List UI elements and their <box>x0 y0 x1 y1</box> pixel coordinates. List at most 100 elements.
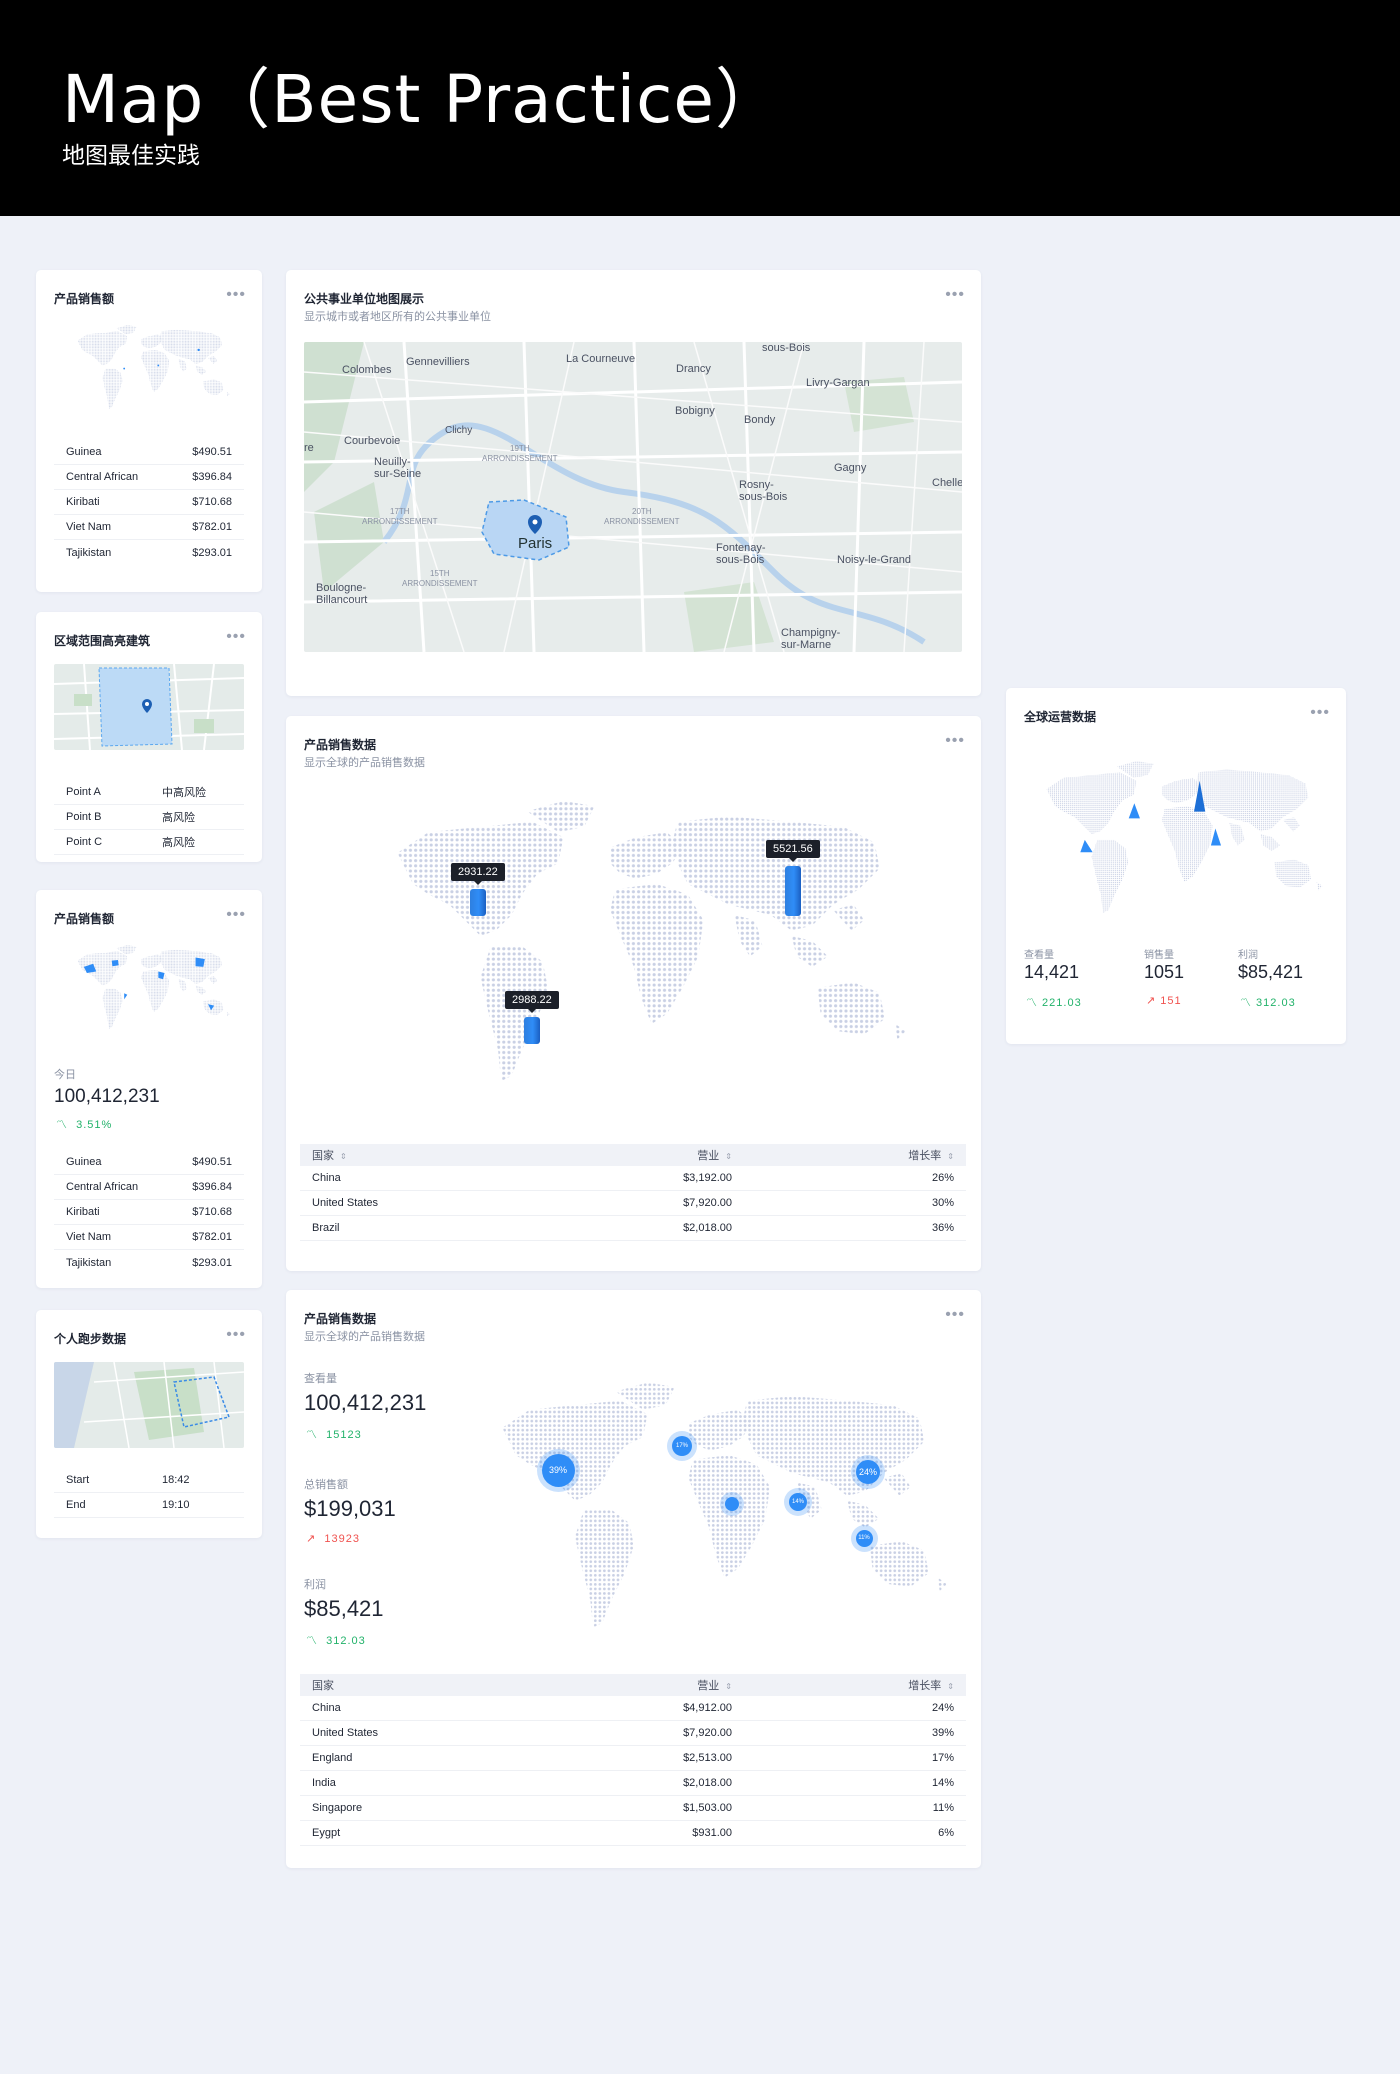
sort-icon[interactable]: ⇕ <box>340 1152 347 1161</box>
card-title: 产品销售数据 <box>304 1312 377 1326</box>
card-title: 产品销售数据 <box>304 738 377 752</box>
value-cell: $710.68 <box>192 1206 232 1218</box>
more-icon[interactable]: ••• <box>226 628 246 645</box>
value-bar[interactable] <box>470 889 486 916</box>
stat-label: 查看量 <box>1024 950 1054 961</box>
trend-down-icon: 〽 <box>306 1635 318 1647</box>
region-table: Point A 中高风险 Point B 高风险 Point C 高风险 <box>54 780 244 855</box>
map-label: La Courneuve <box>566 353 636 365</box>
column-header[interactable]: 国家 ⇕ <box>312 1150 347 1162</box>
sort-icon[interactable]: ⇕ <box>725 1152 732 1161</box>
column-header[interactable]: 增长率 ⇕ <box>908 1680 954 1692</box>
map-label: Drancy <box>676 363 711 375</box>
route-map[interactable] <box>54 1362 244 1448</box>
country-cell: Tajikistan <box>66 1256 112 1269</box>
column-header[interactable]: 国家 <box>312 1680 334 1692</box>
growth-bubble[interactable]: 17% <box>672 1436 692 1456</box>
sort-icon[interactable]: ⇕ <box>947 1682 954 1691</box>
sort-icon[interactable]: ⇕ <box>725 1682 732 1691</box>
stat-label: 查看量 <box>304 1373 337 1385</box>
map-label: Champigny- sur-Marne <box>781 627 841 651</box>
column-header[interactable]: 增长率 ⇕ <box>908 1150 954 1162</box>
global-ops-card: 全球运营数据 ••• 查看量 14,421 〽 221.03 销售量 1051 ↗ 151… <box>1006 688 1346 1044</box>
sales-table: 国家 营业 ⇕ 增长率 ⇕ China $4,912.00 24% United Sta… <box>300 1674 966 1846</box>
growth-cell: 6% <box>938 1827 954 1839</box>
delta-value: 13923 <box>324 1533 360 1545</box>
stat-delta: ↗ 13923 <box>306 1532 360 1545</box>
map-label: Bobigny <box>675 405 715 417</box>
stat-label: 总销售额 <box>304 1479 348 1491</box>
region-map[interactable] <box>54 664 244 750</box>
stat-label: 今日 <box>54 1069 76 1081</box>
growth-bubble[interactable]: 11% <box>855 1529 873 1547</box>
map-label: 20TH ARRONDISSEMENT <box>604 507 680 526</box>
world-map <box>77 325 230 409</box>
stat-value: $199,031 <box>304 1496 396 1521</box>
more-icon[interactable]: ••• <box>226 286 246 303</box>
growth-bubble[interactable]: 39% <box>541 1453 575 1487</box>
growth-cell: 14% <box>931 1777 954 1789</box>
value-cell: $396.84 <box>192 471 232 483</box>
more-icon[interactable]: ••• <box>226 1326 246 1343</box>
value-tooltip: 2931.22 <box>451 863 505 885</box>
table-row: Central African $396.84 <box>54 465 244 490</box>
stat-value: $85,421 <box>304 1596 384 1621</box>
region-card: 区域范围高亮建筑 ••• Point A 中高风险 Point B 高风险 Poin… <box>36 612 262 862</box>
value-tooltip: 5521.56 <box>766 840 820 862</box>
growth-bubble[interactable]: 14% <box>789 1493 807 1511</box>
column-header[interactable]: 营业 ⇕ <box>697 1150 732 1162</box>
revenue-cell: $7,920.00 <box>683 1727 732 1739</box>
map-label-paris: Paris <box>518 535 553 552</box>
column-header[interactable]: 营业 ⇕ <box>697 1680 732 1692</box>
risk-cell: 高风险 <box>162 812 195 824</box>
map-label: Rosny- sous-Bois <box>739 479 788 503</box>
hex-world-map[interactable] <box>356 786 916 1096</box>
value-bar[interactable] <box>785 866 801 916</box>
table-header: 国家 营业 ⇕ 增长率 ⇕ <box>300 1674 966 1696</box>
card-title: 产品销售额 <box>54 912 115 926</box>
growth-bubble[interactable]: 24% <box>856 1460 880 1484</box>
trend-down-icon: 〽 <box>306 1429 318 1441</box>
value-cell: $293.01 <box>192 546 232 559</box>
more-icon[interactable]: ••• <box>945 286 965 303</box>
growth-bubble[interactable] <box>725 1497 739 1511</box>
table-row: China $3,192.00 26% <box>300 1166 966 1191</box>
card-title: 公共事业单位地图展示 <box>304 292 425 306</box>
stat-delta: 〽 3.51% <box>56 1116 112 1132</box>
country-cell: China <box>312 1172 341 1184</box>
more-icon[interactable]: ••• <box>945 732 965 749</box>
growth-cell: 26% <box>931 1172 954 1184</box>
hex-world-map[interactable] <box>466 1360 956 1650</box>
world-map[interactable] <box>1024 752 1328 922</box>
stat-value: 100,412,231 <box>54 1086 160 1107</box>
map-label: Clichy <box>445 425 473 436</box>
growth-cell: 11% <box>932 1802 954 1814</box>
country-cell: England <box>312 1752 353 1764</box>
table-row: Point A 中高风险 <box>54 780 244 805</box>
more-icon[interactable]: ••• <box>1310 704 1330 721</box>
stat-delta: 〽 312.03 <box>306 1632 366 1648</box>
value-bar[interactable] <box>524 1017 540 1044</box>
country-cell: Viet Nam <box>66 521 112 533</box>
more-icon[interactable]: ••• <box>945 1306 965 1323</box>
stat-delta: 〽 221.03 <box>1026 997 1082 1009</box>
value-cell: $293.01 <box>192 1256 232 1269</box>
table-row: China $4,912.00 24% <box>300 1696 966 1721</box>
sales-stat-card: 产品销售额 ••• 今日 100,412,231 〽 3.51% Guinea $… <box>36 890 262 1288</box>
value-cell: $782.01 <box>192 1231 232 1243</box>
time-cell: 19:10 <box>162 1499 190 1511</box>
stat-value: 100,412,231 <box>304 1390 427 1415</box>
table-row: Guinea $490.51 <box>54 440 244 465</box>
sort-icon[interactable]: ⇕ <box>947 1152 954 1161</box>
revenue-cell: $3,192.00 <box>683 1172 732 1184</box>
more-icon[interactable]: ••• <box>226 906 246 923</box>
card-title: 全球运营数据 <box>1024 710 1097 724</box>
map-label: Bondy <box>744 414 776 426</box>
city-map[interactable]: Paris Gennevilliers La Courneuve sous-Bo… <box>304 342 962 652</box>
map-label: 17TH ARRONDISSEMENT <box>362 507 438 526</box>
stat-delta: ↗ 151 <box>1146 995 1182 1007</box>
map-label: Gennevilliers <box>406 356 470 368</box>
delta-value: 312.03 <box>326 1635 366 1647</box>
map-label: Boulogne- Billancourt <box>316 582 368 606</box>
sales-table: 国家 ⇕ 营业 ⇕ 增长率 ⇕ China $3,192.00 26% United St… <box>300 1144 966 1241</box>
